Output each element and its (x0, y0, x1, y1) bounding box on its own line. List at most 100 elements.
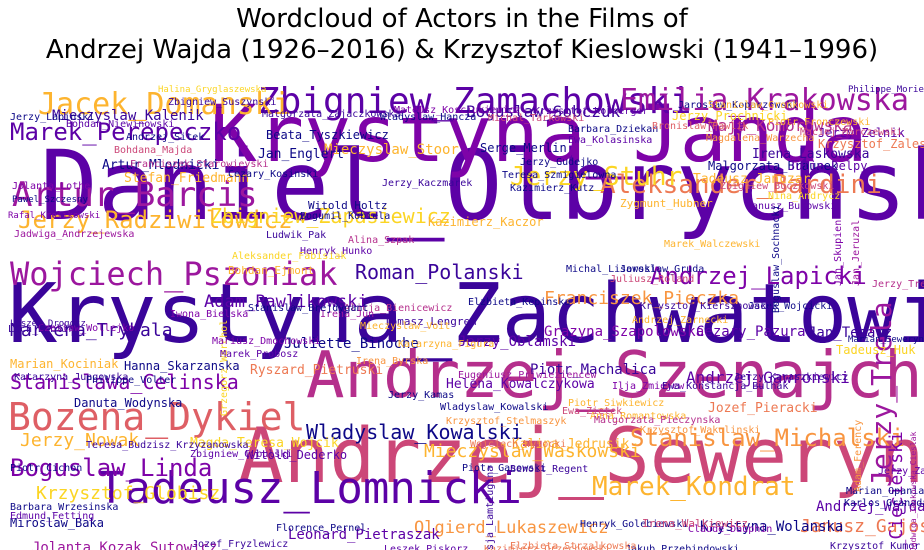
word-piotr-siwkiewicz: Piotr_Siwkiewicz (568, 398, 665, 409)
chart-title: Wordcloud of Actors in the Films of Andr… (0, 4, 924, 66)
word-kazimierz-kutz: Kazimierz_Kutz (510, 183, 595, 194)
word-mateusz-kosciukiewicz: Mateusz_Kosciukiewicz (394, 105, 521, 116)
word-jerzy-lapinski: Jerzy_Lapinski (10, 112, 95, 123)
word-jaroslaw-gruda: Jaroslaw_Gruda (620, 264, 705, 275)
word-lech-dyblik: Lech_Dyblik (8, 324, 75, 335)
word-grazyna-szapolowska: Grazyna_Szapolowska (544, 324, 705, 340)
word-jolanta-lothe: Jolanta_Lothe (12, 181, 91, 192)
word-marian-seweryn: Marian_Seweryn (848, 335, 924, 345)
word-franciszek-pieczka: Franciszek_Pieczka (544, 288, 740, 309)
word-krzysztof-wakulinski: Krzysztof_Wakulinski (640, 425, 761, 436)
word-mariusz-dmochowski: Mariusz_Dmochowski (212, 336, 321, 347)
word-jan-englert: Jan_Englert (258, 147, 345, 162)
word-philippe-morier-genoud: Philippe_Morier_Genoud (848, 85, 924, 95)
word-jozef-pieracki: Jozef_Pieracki (708, 401, 818, 416)
word-adam-ferency: Adam_Ferency (853, 419, 864, 492)
word-mieczyslaw-stoor: Mieczyslaw_Stoor (324, 142, 459, 158)
word-michal-tarkowski: Michal_Tarkowski (488, 113, 585, 124)
word-krystyna-janda: Krystyna_Janda (210, 90, 868, 180)
word-zbigniew-zamachowski: Zbigniew_Zamachowski (258, 81, 692, 122)
word-malgorzata-braunek: Malgorzata_Braunek (708, 159, 839, 173)
word-emilia-krakowska: Emilia_Krakowska (620, 83, 909, 118)
word-teresa-szmigielowna: Teresa_Szmigielowna (502, 170, 617, 181)
word-andrzej-wajda: Andrzej_Wajda (816, 499, 924, 515)
word-zbigniew-suszynski: Zbigniew_Suszynski (168, 97, 277, 108)
word-bronislaw-pawlik: Bronislaw_Pawlik (652, 121, 749, 132)
word-jerzy-karaszkiewicz: Jerzy_Karaszkiewicz (734, 372, 849, 383)
word-tadeusz-janczar: Tadeusz_Janczar (693, 172, 811, 187)
word-stefan-friedmann: Stefan_Friedmann (124, 171, 250, 186)
word-teresa-budzisz-krzyzanowska: Teresa_Budzisz_Krzyzanowska (86, 440, 249, 451)
title-line-1: Wordcloud of Actors in the Films of (236, 4, 688, 34)
word-mieczyslaw-kalenik: Mieczyslaw_Kalenik (52, 108, 204, 124)
word-jerzy-kaczmarek: Jerzy_Kaczmarek (382, 178, 473, 189)
word-ewa-konstancja-bulhak: Ewa_Konstancja_Bulhak (662, 381, 789, 392)
word-aleksander-bardini: Aleksander_Bardini (600, 170, 882, 200)
word-andrzej-sitek: Andrzej_Sitek (126, 132, 205, 143)
word-leszek-piskorz: Leszek_Piskorz (384, 544, 469, 550)
word-jerzy-oblamski: Jerzy_Oblamski (458, 334, 577, 350)
word-bohdan-niewinowski: Bohdan_Niewinowski (66, 119, 175, 130)
word-artur-mlodnicki: Artur_Mlodnicki (102, 158, 220, 173)
word-jadwiga-andrzejewska: Jadwiga_Andrzejewska (14, 229, 135, 240)
word-kazimierz-kaczor: Kazimierz_Kaczor (428, 215, 544, 229)
word-jadwiga-jankowska-cieslak: Jadwiga_Jankowska_Cieslak (909, 431, 918, 550)
word-boguslaw-linda: Boguslaw_Linda (10, 454, 213, 482)
word-cloud: Daniel_OlbrychskiKrystyna_ZachwatowiczKr… (0, 80, 924, 550)
word-julie-delpy: Julie_Delpy (788, 159, 868, 173)
word-piotr-gasowski: Piotr_Gasowski (462, 463, 547, 474)
word-elzbieta-kepinska: Elzbieta_Kepinska (468, 297, 571, 308)
word-leonard-pietraszak: Leonard_Pietraszak (288, 527, 440, 543)
word-cezary-kosinski: Cezary_Kosinski (228, 169, 319, 180)
word-alicja-bienicewicz: Alicja_Bienicewicz (344, 303, 453, 314)
word-jan-tesarz: Jan_Tesarz (808, 325, 893, 341)
word-bohdana-majda: Bohdana_Majda (114, 145, 193, 156)
word-halina-gryglaszewska: Halina_Gryglaszewska (158, 85, 267, 95)
word-maciej-marczewski: Maciej_Marczewski (800, 127, 903, 138)
word-wladyslaw-kowalski: Wladyslaw_Kowalski (306, 420, 523, 444)
word-ilja-zmiejew: Ilja_Zmiejew (612, 381, 685, 392)
word-eugeniusz-priwieziencew: Eugeniusz_Priwieziencew (458, 370, 597, 381)
word-olgierd-lukaszewicz: Olgierd_Lukaszewicz (414, 518, 609, 538)
word-jerzy-stuhr: Jerzy_Stuhr (510, 162, 683, 192)
word-philippe-volter: Philippe_Volter (86, 375, 177, 386)
word-janusz-gajos: Janusz_Gajos (800, 516, 924, 537)
word-rafal-krolikowski: Rafal_Krolikowski (8, 211, 101, 221)
word-ludwik-pak: Ludwik_Pak (266, 230, 327, 241)
word-ryszard-pietruski: Ryszard_Pietruski (250, 363, 384, 378)
word-jerzy-zelnik: Jerzy_Zelnik (818, 126, 905, 140)
word-jacek-wojcicki: Jacek_Wojcicki (748, 301, 833, 312)
word-krzysztof-globisz: Krzysztof_Globisz (36, 483, 221, 504)
word-karlos-granada: Karlos_Granada (844, 498, 924, 509)
word-beata-tyszkiewicz: Beata_Tyszkiewicz (266, 128, 389, 142)
word-marian-opania: Marian_Opania (846, 486, 924, 497)
word-zygmunt-hubner: Zygmunt_Hubner (620, 197, 713, 210)
word-daniel-olbrychski: Daniel_Olbrychski (40, 130, 924, 242)
word-grzegorz-warchol: Grzegorz_Warchol (219, 319, 230, 416)
word-claude-dauphin: Claude_Dauphin (688, 524, 773, 535)
word-ewa-zi-tek: Ewa_Ziętek (562, 406, 623, 417)
word-barbara-wrzesinska: Barbara_Wrzesinska (10, 502, 119, 513)
word-alina-szpak: Alina_Szpak (348, 235, 415, 246)
word-magda-teresa-wojcik: Magda_Teresa_Wojcik (190, 436, 339, 451)
word-jaroslaw-kopaczewski: Jaroslaw_Kopaczewski (678, 100, 799, 111)
word-jakub-przebindowski: Jakub_Przebindowski (625, 544, 740, 550)
word-danuta-wodynska: Danuta_Wodynska (74, 396, 183, 410)
word-adam-pawlikowski: Adam_Pawlikowski (204, 292, 368, 312)
word-katarzyna-figura: Katarzyna_Figura (398, 339, 495, 350)
word-jerzy-radziwilowicz: Jerzy_Radziwilowicz (18, 206, 293, 234)
word-marzena-trybala: Marzena_Trybala (10, 320, 173, 341)
word-irena-walkiewicz: Irena_Walkiewicz (642, 517, 748, 530)
word-wojciech-pszoniak: Wojciech_Pszoniak (10, 255, 338, 293)
word-piotr-fronczewski: Piotr_Fronczewski (768, 117, 871, 128)
word-leszek-drogosz: Leszek_Drogosz (10, 319, 86, 329)
word-tadeusz-lomnicki: Tadeusz_Lomnicki (98, 463, 522, 514)
word-henryk-hunko: Henryk_Hunko (300, 246, 373, 257)
word-roman-polanski: Roman_Polanski (355, 260, 524, 284)
word-cezary-pazura: Cezary_Pazura (696, 324, 806, 340)
word-janusz-bukowski: Janusz_Bukowski (746, 201, 837, 212)
word-zbigniew-cybulski: Zbigniew_Cybulski (190, 449, 293, 460)
word-wladyslaw-kowalski: Wladyslaw_Kowalski (440, 402, 549, 413)
word-bozena-dykiel: Bozena_Dykiel (8, 395, 306, 439)
word-jolanta-kozak-sutowicz: Jolanta_Kozak_Sutowicz (32, 540, 218, 550)
